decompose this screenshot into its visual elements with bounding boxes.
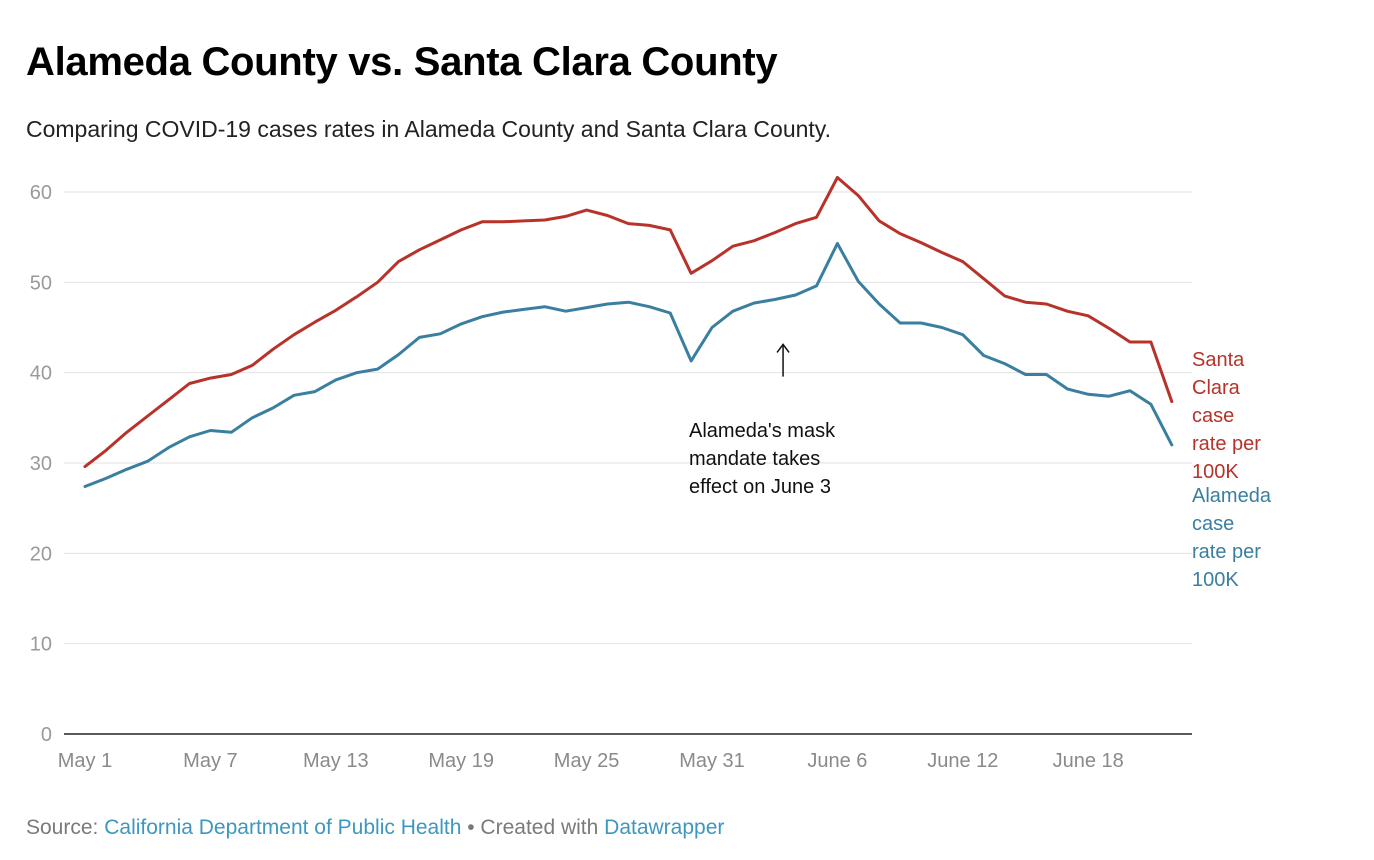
y-tick-label-60: 60 [30, 182, 52, 204]
x-tick-label-may-25: May 25 [554, 750, 620, 772]
santa-clara-label: Santa Clara case rate per 100K [1192, 349, 1261, 483]
y-tick-label-0: 0 [41, 724, 52, 746]
y-tick-label-30: 30 [30, 453, 52, 475]
series-lines [83, 176, 1174, 488]
santa-clara-line [83, 176, 1174, 469]
santa-clara-label-line: 100K [1192, 461, 1239, 483]
source-link[interactable]: California Department of Public Health [104, 816, 462, 839]
footer-separator: • Created with [461, 816, 605, 839]
gridlines [64, 191, 1192, 735]
x-tick-label-june-6: June 6 [807, 750, 867, 772]
alameda-label: Alameda case rate per 100K [1192, 485, 1272, 591]
footer: Source: California Department of Public … [26, 816, 724, 840]
annotation-text-line: effect on June 3 [689, 476, 831, 498]
annotation-arrow-head [776, 343, 790, 353]
source-prefix: Source: [26, 816, 105, 839]
chart-subtitle: Comparing COVID-19 cases rates in Alamed… [26, 116, 831, 142]
y-tick-label-20: 20 [30, 543, 52, 565]
santa-clara-label-line: Santa [1192, 349, 1245, 371]
y-tick-label-50: 50 [30, 272, 52, 294]
x-axis-ticks: May 1 May 7 May 13 May 19 May 25 May 31 June 6… [58, 750, 1124, 772]
annotation: Alameda's mask mandate takes effect on Jun… [689, 343, 836, 498]
x-tick-label-may-31: May 31 [679, 750, 745, 772]
x-tick-label-june-18: June 18 [1053, 750, 1124, 772]
annotation-text-line: Alameda's mask [689, 420, 836, 442]
x-tick-label-may-19: May 19 [428, 750, 494, 772]
x-tick-label-june-12: June 12 [927, 750, 998, 772]
y-tick-label-10: 10 [30, 634, 52, 656]
alameda-label-line: case [1192, 513, 1234, 535]
santa-clara-label-line: Clara [1192, 377, 1241, 399]
chart-title: Alameda County vs. Santa Clara County [26, 40, 778, 84]
alameda-label-line: Alameda [1192, 485, 1272, 507]
santa-clara-label-line: rate per [1192, 433, 1261, 455]
santa-clara-label-line: case [1192, 405, 1234, 427]
alameda-label-line: rate per [1192, 541, 1261, 563]
annotation-text: Alameda's mask mandate takes effect on Jun… [689, 420, 836, 498]
datawrapper-link[interactable]: Datawrapper [604, 816, 725, 839]
x-tick-label-may-13: May 13 [303, 750, 369, 772]
annotation-text-line: mandate takes [689, 448, 820, 470]
alameda-line [83, 242, 1174, 488]
x-tick-label-may-1: May 1 [58, 750, 112, 772]
alameda-label-line: 100K [1192, 569, 1239, 591]
y-tick-label-40: 40 [30, 363, 52, 385]
x-tick-label-may-7: May 7 [183, 750, 237, 772]
y-axis-ticks: 0 10 20 30 40 50 60 [30, 182, 52, 746]
